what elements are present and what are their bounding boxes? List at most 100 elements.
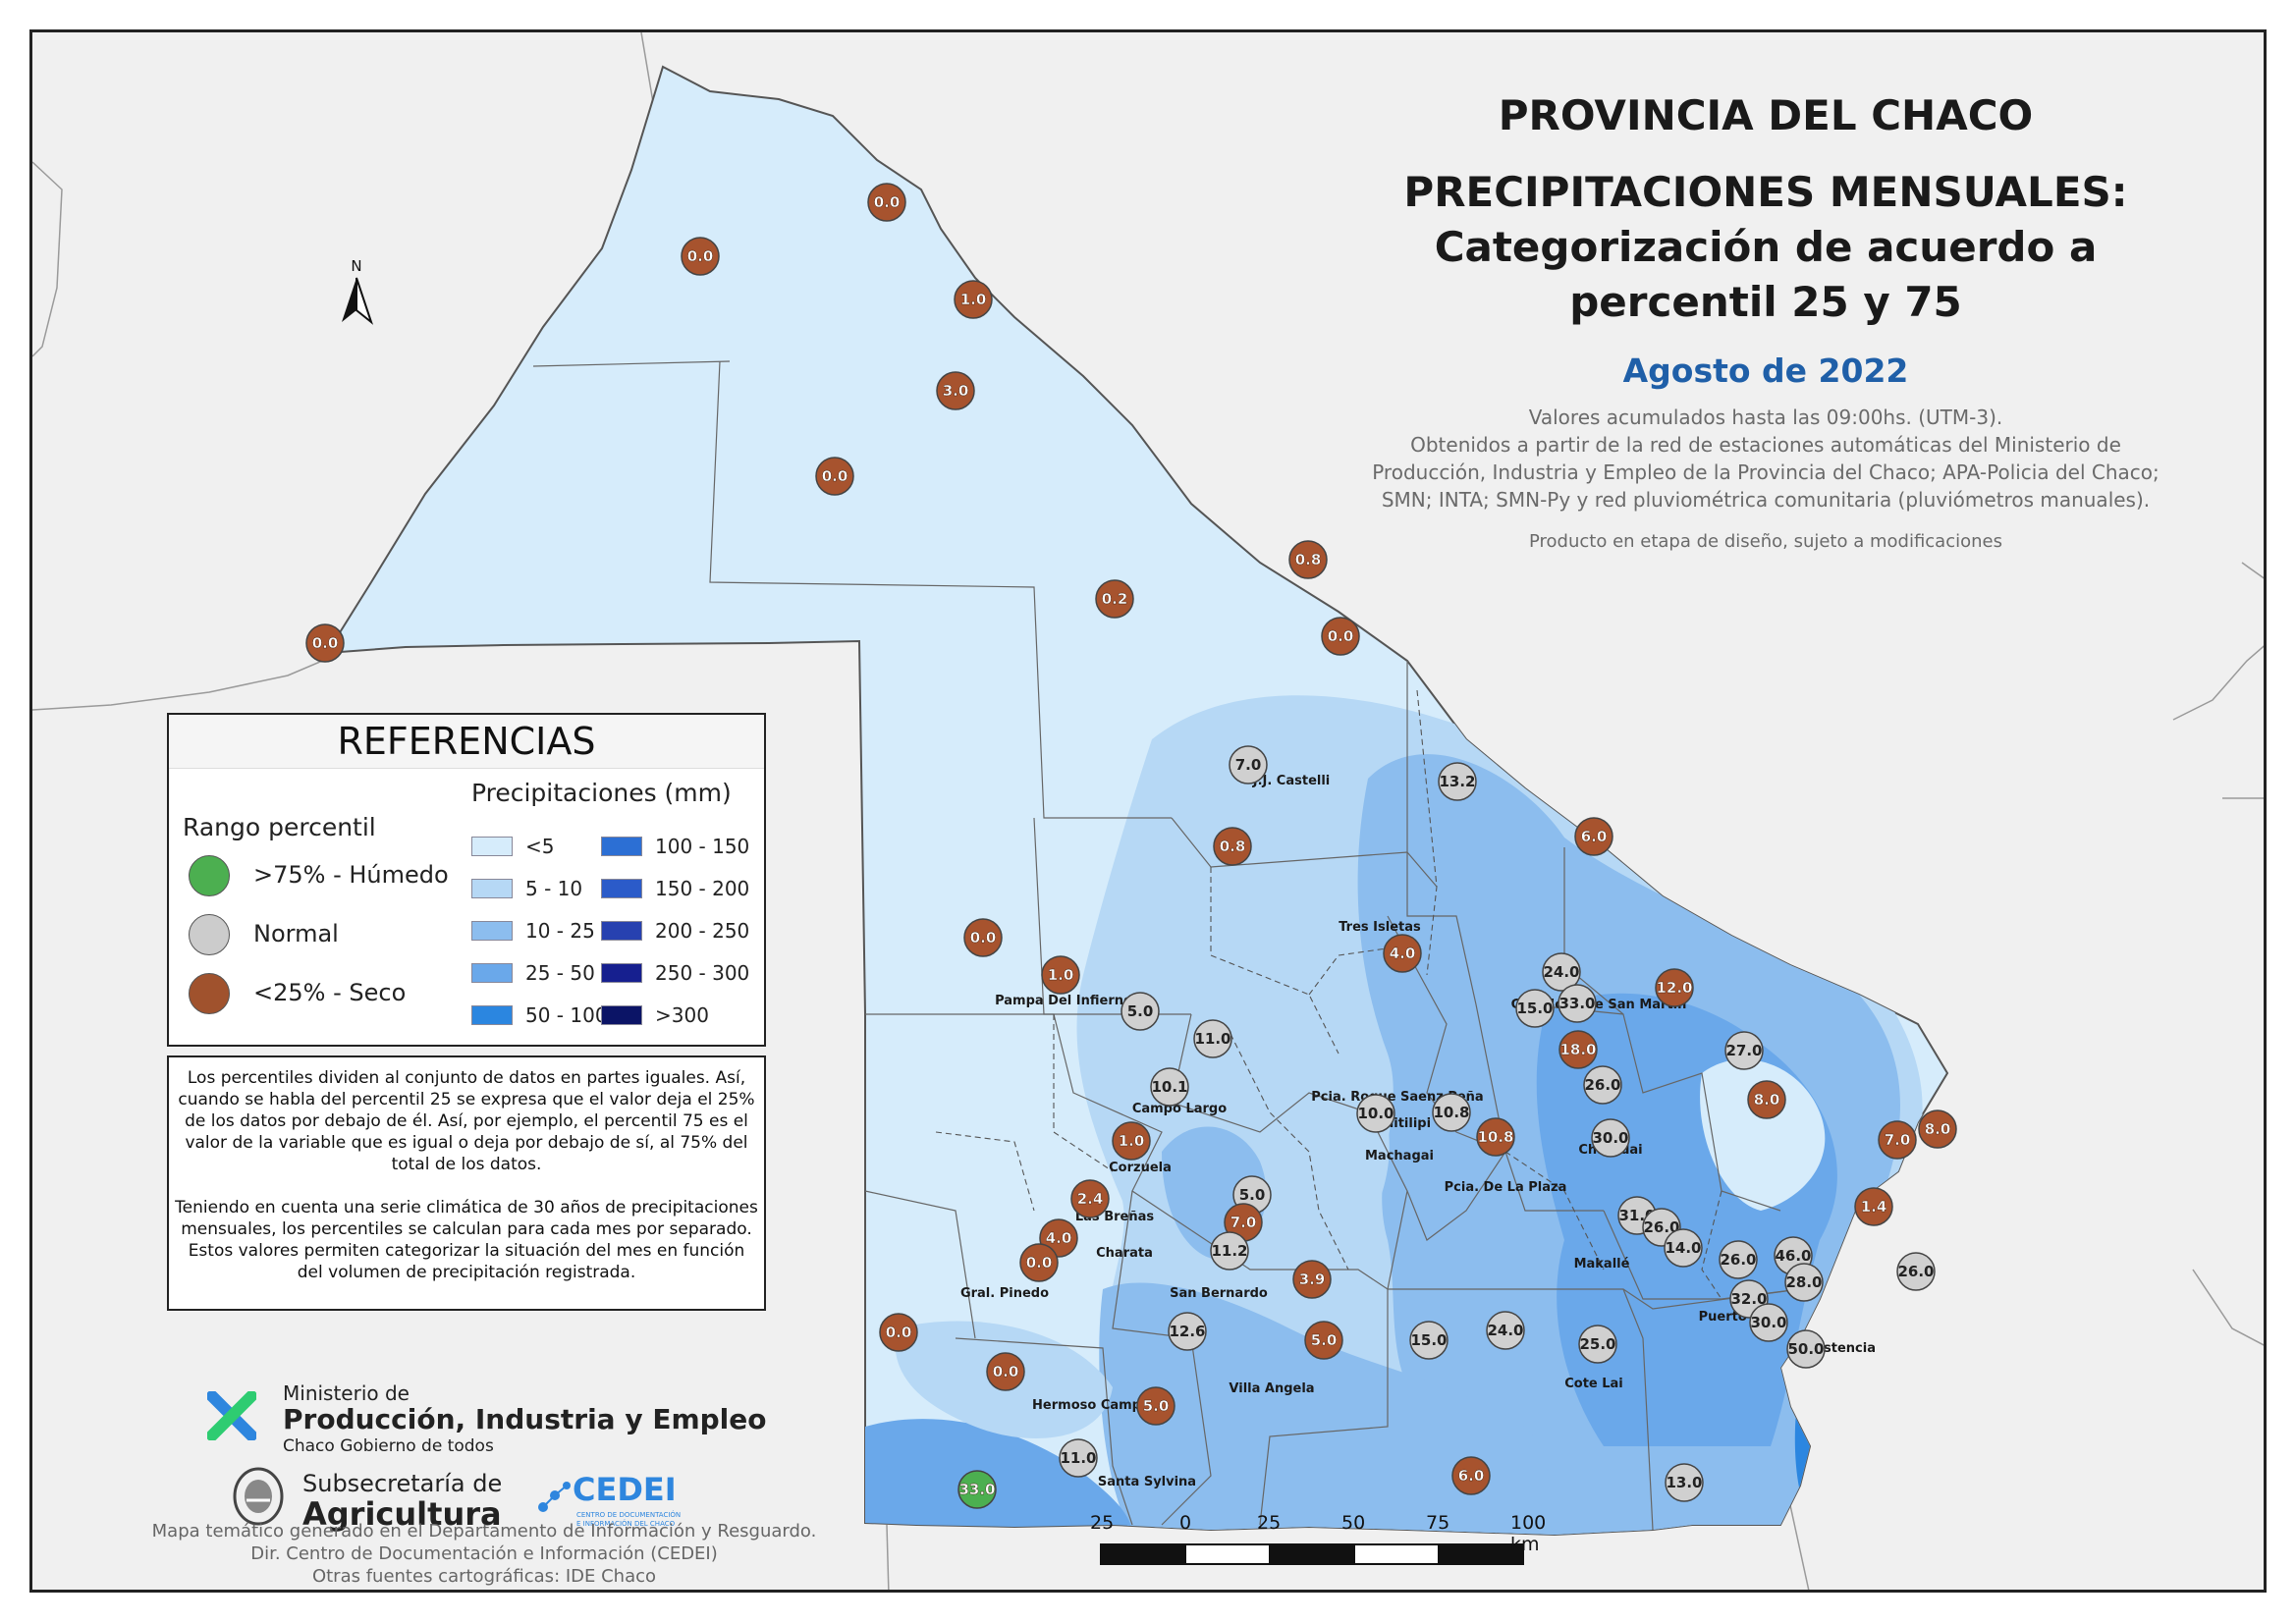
station-marker-dry: 10.8	[1476, 1117, 1515, 1157]
precip-class-label: 200 - 250	[655, 919, 750, 943]
station-value: 10.0	[1357, 1105, 1394, 1122]
station-value: 3.0	[943, 382, 969, 400]
station-marker-normal: 33.0	[1558, 984, 1597, 1023]
station-marker-dry: 6.0	[1451, 1456, 1491, 1495]
station-value: 7.0	[1230, 1214, 1257, 1231]
station-marker-dry: 0.2	[1095, 579, 1134, 619]
station-dot-icon	[1229, 745, 1268, 784]
station-dot-icon	[957, 1470, 997, 1509]
station-dot-icon	[1150, 1067, 1189, 1107]
town-label: Santa Sylvina	[1098, 1475, 1196, 1489]
title-line-2: PRECIPITACIONES MENSUALES:	[1403, 168, 2128, 216]
credits: Mapa temático generado en el Departament…	[131, 1520, 838, 1588]
station-value: 24.0	[1543, 963, 1579, 981]
station-markers: 0.0 0.0 1.0 3.0 0.0 0.0 0.2 0.8 0.0 7.0 13.2 6.0 0.8…	[305, 183, 1957, 1509]
station-value: 5.0	[1127, 1002, 1154, 1020]
credit-line: Dir. Centro de Documentación e Informaci…	[250, 1543, 718, 1564]
precip-swatch	[471, 837, 513, 856]
station-marker-normal: 10.1	[1150, 1067, 1189, 1107]
town-label: Makallé	[1574, 1257, 1630, 1271]
ministry-line-3: Chaco Gobierno de todos	[283, 1436, 494, 1456]
station-value: 10.8	[1433, 1104, 1469, 1121]
scale-label: 0	[1179, 1512, 1192, 1534]
station-value: 46.0	[1775, 1247, 1811, 1265]
station-value: 24.0	[1487, 1322, 1523, 1339]
station-value: 1.0	[960, 291, 987, 308]
station-value: 50.0	[1787, 1340, 1824, 1358]
legend-item-label: <25% - Seco	[253, 979, 407, 1006]
station-value: 4.0	[1046, 1229, 1072, 1247]
station-marker-dry: 1.0	[954, 280, 993, 319]
legend-item-label: Normal	[253, 920, 339, 947]
legend-box: REFERENCIAS Rango percentil >75% - Húmed…	[167, 713, 766, 1047]
station-value: 27.0	[1725, 1042, 1762, 1059]
cedei-sub-2: E INFORMACIÓN DEL CHACO	[576, 1520, 676, 1528]
station-dot-icon	[1213, 827, 1252, 866]
station-dot-icon	[954, 280, 993, 319]
precip-class-label: 150 - 200	[655, 877, 750, 900]
town-label: Gral. José De San Martín	[1511, 998, 1687, 1012]
scale-label: 25	[1090, 1512, 1115, 1534]
station-value: 1.0	[1048, 966, 1074, 984]
station-marker-dry: 0.0	[815, 457, 854, 496]
station-marker-normal: 11.2	[1210, 1231, 1249, 1271]
ministry-line-1: Ministerio de	[283, 1381, 410, 1405]
legend-item-label: >75% - Húmedo	[253, 861, 449, 889]
station-dot-icon	[1918, 1109, 1957, 1149]
precip-class-label: 10 - 25	[525, 919, 595, 943]
station-marker-normal: 26.0	[1583, 1065, 1622, 1105]
town-label: Gral. Pinedo	[960, 1286, 1049, 1301]
station-dot-icon	[1574, 817, 1613, 856]
station-dot-icon	[1578, 1325, 1617, 1364]
station-marker-normal: 46.0	[1774, 1236, 1813, 1275]
station-marker-normal: 50.0	[1786, 1329, 1826, 1369]
town-label: San Bernardo	[1170, 1286, 1268, 1301]
credit-line: Mapa temático generado en el Departament…	[151, 1521, 817, 1542]
precip-class-label: 5 - 10	[525, 877, 583, 900]
station-value: 11.2	[1211, 1242, 1247, 1260]
station-value: 0.0	[312, 634, 339, 652]
station-marker-dry: 12.0	[1655, 968, 1694, 1007]
station-value: 30.0	[1750, 1314, 1786, 1331]
town-label: Charata	[1096, 1246, 1153, 1261]
station-dot-icon	[1476, 1117, 1515, 1157]
station-value: 0.0	[970, 929, 997, 947]
station-marker-normal: 24.0	[1542, 952, 1581, 992]
station-dot-icon	[1854, 1187, 1893, 1226]
precip-swatch	[471, 963, 513, 983]
station-dot-icon	[1655, 968, 1694, 1007]
north-arrow-icon: N	[342, 257, 374, 325]
station-value: 0.0	[822, 467, 848, 485]
station-dot-icon	[867, 183, 906, 222]
station-marker-dry: 8.0	[1918, 1109, 1957, 1149]
map-canvas: N J.J. Castelli Tres Isletas Pampa Del Inf…	[32, 32, 2264, 1590]
station-dot-icon	[1432, 1093, 1471, 1132]
station-dot-icon	[1019, 1243, 1059, 1282]
station-value: 8.0	[1925, 1120, 1951, 1138]
station-dot-icon	[1121, 992, 1160, 1031]
station-marker-dry: 5.0	[1304, 1321, 1343, 1360]
station-dot-icon	[1878, 1120, 1917, 1160]
station-dot-icon	[1383, 934, 1422, 973]
town-label: Corzuela	[1109, 1161, 1172, 1175]
department-lines	[532, 360, 1801, 1531]
station-marker-dry: 7.0	[1224, 1203, 1263, 1242]
town-label: Tres Isletas	[1339, 920, 1421, 935]
ministry-logo-icon	[207, 1391, 256, 1440]
precip-swatch	[471, 879, 513, 898]
province-seal-icon	[233, 1467, 284, 1526]
station-value: 13.0	[1666, 1474, 1702, 1491]
station-value: 33.0	[958, 1481, 995, 1498]
station-dot-icon	[1409, 1321, 1449, 1360]
precip-swatch	[471, 1005, 513, 1025]
station-value: 33.0	[1558, 995, 1595, 1012]
station-value: 7.0	[1235, 756, 1262, 774]
station-value: 30.0	[1592, 1129, 1628, 1147]
station-value: 6.0	[1581, 828, 1608, 845]
info-paragraph: Teniendo en cuenta una serie climática d…	[175, 1198, 758, 1282]
station-value: 8.0	[1754, 1091, 1780, 1109]
station-marker-normal: 26.0	[1719, 1240, 1758, 1279]
station-marker-normal: 27.0	[1724, 1031, 1764, 1070]
precip-class-label: <5	[525, 835, 555, 858]
station-marker-dry: 3.0	[936, 371, 975, 410]
